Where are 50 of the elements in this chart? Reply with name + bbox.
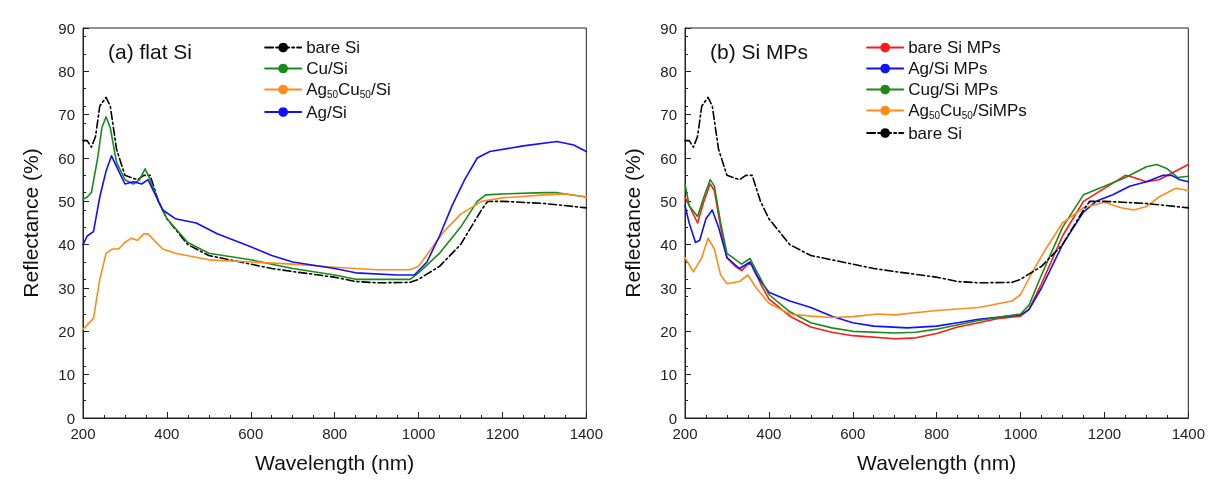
line-series xyxy=(684,96,1190,284)
y-tick-label: 20 xyxy=(660,322,677,340)
y-axis-title: Reflectance (%) xyxy=(621,148,644,298)
x-tick-label: 200 xyxy=(70,425,96,442)
x-tick-label: 800 xyxy=(924,425,950,442)
y-tick-label: 80 xyxy=(660,62,677,80)
y-tick-label: 60 xyxy=(660,149,677,167)
y-tick-label: 90 xyxy=(660,19,677,37)
x-tick-label: 1200 xyxy=(1087,425,1122,442)
y-tick-label: 90 xyxy=(58,19,75,37)
y-tick-label: 40 xyxy=(660,236,677,254)
legend-label: bare Si xyxy=(908,123,963,143)
y-tick-label: 60 xyxy=(58,149,75,167)
y-tick-label: 40 xyxy=(58,236,75,254)
text: (b) Si MPs xyxy=(710,40,809,63)
x-tick-label: 1400 xyxy=(1171,425,1205,442)
y-tick-label: 0 xyxy=(668,409,677,427)
x-tick-label: 1000 xyxy=(401,425,436,442)
y-tick-label: 30 xyxy=(660,279,677,297)
y-tick-label: 10 xyxy=(660,366,677,384)
y-tick-label: 10 xyxy=(58,366,75,384)
text: (a) flat Si xyxy=(108,40,193,63)
y-tick-label: 20 xyxy=(58,322,75,340)
x-tick-label: 400 xyxy=(756,425,782,442)
y-tick-label: 50 xyxy=(58,192,75,210)
legend-label: Ag/Si xyxy=(306,102,347,122)
x-tick-label: 1400 xyxy=(569,425,603,442)
y-tick-label: 30 xyxy=(58,279,75,297)
x-axis-title: Wavelength (nm) xyxy=(255,451,415,474)
x-tick-label: 600 xyxy=(840,425,866,442)
x-tick-label: 600 xyxy=(238,425,264,442)
x-tick-label: 1000 xyxy=(1003,425,1038,442)
legend-label: Ag/Si MPs xyxy=(908,59,988,78)
legend-label: Cug/Si MPs xyxy=(908,80,998,99)
y-tick-label: 80 xyxy=(58,62,75,80)
y-tick-label: 0 xyxy=(66,409,75,427)
y-axis-title: Reflectance (%) xyxy=(19,148,42,298)
x-tick-label: 400 xyxy=(154,425,180,442)
x-tick-label: 200 xyxy=(672,425,698,442)
y-tick-label: 70 xyxy=(58,106,75,124)
line-series xyxy=(82,193,588,330)
x-axis-title: Wavelength (nm) xyxy=(857,451,1017,474)
legend-label: bare Si xyxy=(306,38,361,57)
legend-label: bare Si MPs xyxy=(908,38,1001,57)
y-tick-label: 70 xyxy=(660,106,677,124)
x-tick-label: 800 xyxy=(322,425,348,442)
line-series xyxy=(82,140,588,276)
x-tick-label: 1200 xyxy=(485,425,520,442)
legend-label: Cu/Si xyxy=(306,59,348,78)
y-tick-label: 50 xyxy=(660,192,677,210)
